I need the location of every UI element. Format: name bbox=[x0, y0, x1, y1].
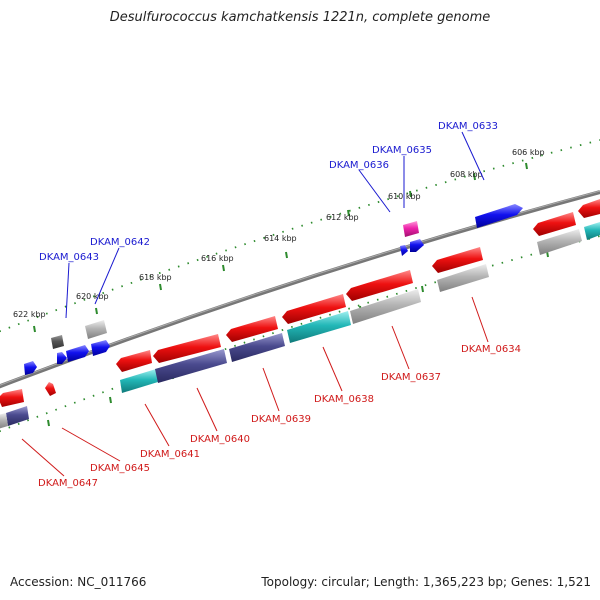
gene-magenta[interactable] bbox=[403, 221, 419, 237]
label-dkam-0643: DKAM_0643 bbox=[39, 252, 99, 263]
gene-dkam-0640-teal[interactable] bbox=[120, 369, 158, 393]
gene-teal-b[interactable] bbox=[287, 311, 351, 343]
label-dkam-0639: DKAM_0639 bbox=[251, 414, 311, 425]
inner-scale-track bbox=[0, 235, 600, 433]
gene-dark-gray[interactable] bbox=[51, 335, 64, 349]
label-dkam-0642: DKAM_0642 bbox=[90, 237, 150, 248]
gene-dkam-0635[interactable] bbox=[410, 239, 424, 252]
gene-dkam-0642[interactable] bbox=[91, 340, 110, 356]
scale-label-612: 612 kbp bbox=[326, 213, 359, 222]
gene-gray-fwd[interactable] bbox=[85, 320, 107, 339]
gene-gray-c[interactable] bbox=[537, 229, 582, 255]
gene-gray-left[interactable] bbox=[0, 413, 8, 429]
genome-title: Desulfurococcus kamchatkensis 1221n, com… bbox=[109, 10, 491, 25]
accession-label: Accession: NC_011766 bbox=[10, 575, 147, 589]
gene-dkam-0641[interactable] bbox=[153, 334, 221, 363]
scale-label-608: 608 kbp bbox=[450, 170, 483, 179]
gene-dkam-0640[interactable] bbox=[155, 349, 227, 383]
reverse-leader-lines bbox=[21, 296, 489, 477]
gene-teal-c[interactable] bbox=[584, 222, 600, 240]
gene-dkam-0636[interactable] bbox=[400, 245, 408, 256]
gene-indigo-left[interactable] bbox=[6, 406, 29, 426]
scale-label-616: 616 kbp bbox=[201, 254, 234, 263]
label-dkam-0647: DKAM_0647 bbox=[38, 478, 98, 489]
label-dkam-0636: DKAM_0636 bbox=[329, 160, 389, 171]
genome-backbone bbox=[0, 190, 600, 389]
scale-label-614: 614 kbp bbox=[264, 234, 297, 243]
genome-summary: Topology: circular; Length: 1,365,223 bp… bbox=[261, 575, 591, 589]
inner-genes bbox=[0, 222, 600, 429]
scale-label-606: 606 kbp bbox=[512, 148, 545, 157]
gene-blue-left[interactable] bbox=[24, 361, 37, 375]
gene-dkam-0633[interactable] bbox=[475, 204, 523, 228]
label-dkam-0640: DKAM_0640 bbox=[190, 434, 250, 445]
gene-dkam-0639[interactable] bbox=[226, 316, 278, 342]
gene-dkam-0637[interactable] bbox=[346, 270, 413, 301]
gene-gray-b[interactable] bbox=[437, 264, 489, 292]
gene-red-c[interactable] bbox=[578, 199, 600, 218]
scale-label-618: 618 kbp bbox=[139, 273, 172, 282]
label-dkam-0638: DKAM_0638 bbox=[314, 394, 374, 405]
gene-red-b[interactable] bbox=[533, 212, 576, 236]
forward-genes bbox=[24, 204, 523, 375]
gene-dkam-0645[interactable] bbox=[45, 382, 56, 396]
reverse-genes bbox=[0, 199, 600, 407]
gene-gray-a[interactable] bbox=[350, 289, 421, 324]
reverse-gene-labels: DKAM_0634 DKAM_0637 DKAM_0638 DKAM_0639 … bbox=[38, 344, 521, 489]
gene-dkam-0634[interactable] bbox=[432, 247, 483, 273]
label-dkam-0645: DKAM_0645 bbox=[90, 463, 150, 474]
scale-label-620: 620 kbp bbox=[76, 292, 109, 301]
label-dkam-0634: DKAM_0634 bbox=[461, 344, 521, 355]
gene-indigo-b[interactable] bbox=[229, 333, 285, 362]
gene-dkam-0643[interactable] bbox=[57, 352, 67, 364]
gene-red-a[interactable] bbox=[116, 350, 152, 372]
scale-label-622: 622 kbp bbox=[13, 310, 46, 319]
forward-leader-lines bbox=[65, 131, 485, 319]
gene-dkam-0642b[interactable] bbox=[66, 345, 89, 362]
scale-ticks bbox=[33, 162, 528, 333]
label-dkam-0641: DKAM_0641 bbox=[140, 449, 200, 460]
forward-gene-labels: DKAM_0633 DKAM_0635 DKAM_0636 DKAM_0642 … bbox=[39, 121, 498, 263]
outer-scale-track bbox=[0, 139, 600, 333]
label-dkam-0637: DKAM_0637 bbox=[381, 372, 441, 383]
label-dkam-0633: DKAM_0633 bbox=[438, 121, 498, 132]
gene-dkam-0647[interactable] bbox=[0, 389, 24, 407]
label-dkam-0635: DKAM_0635 bbox=[372, 145, 432, 156]
genome-backbone-highlight bbox=[0, 190, 600, 386]
gene-dkam-0638[interactable] bbox=[282, 294, 346, 324]
